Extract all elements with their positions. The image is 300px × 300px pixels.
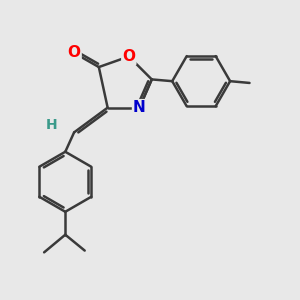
Text: H: H <box>45 118 57 132</box>
Text: O: O <box>122 49 135 64</box>
Text: O: O <box>68 45 81 60</box>
Text: N: N <box>133 100 146 115</box>
